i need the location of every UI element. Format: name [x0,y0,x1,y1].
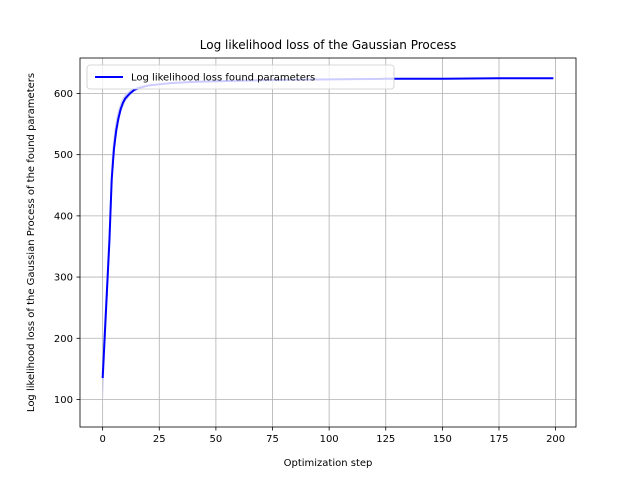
x-axis-label: Optimization step [284,458,373,469]
x-tick-label: 200 [546,434,565,445]
chart-title: Log likelihood loss of the Gaussian Proc… [200,38,456,52]
x-tick-label: 50 [210,434,223,445]
x-tick-label: 150 [433,434,452,445]
ticks: 0 25 50 75 100 125 150 175 200 100 200 300 400 500 600 [54,89,565,445]
y-axis-label: Log likelihood loss of the Gaussian Proc… [26,73,37,412]
y-tick-label: 100 [54,395,73,406]
legend-box [86,64,395,90]
y-tick-label: 400 [54,211,73,222]
y-tick-label: 500 [54,150,73,161]
axes-frame [79,57,577,428]
x-tick-label: 0 [99,434,105,445]
legend-label: Log likelihood loss found parameters [131,73,315,84]
y-tick-label: 300 [54,273,73,284]
y-tick-label: 600 [54,89,73,100]
grid [80,58,576,427]
y-tick-label: 200 [54,334,73,345]
x-tick-label: 75 [266,434,279,445]
legend: Log likelihood loss found parameters [86,64,395,90]
x-tick-label: 100 [320,434,339,445]
x-tick-label: 125 [376,434,395,445]
x-tick-label: 175 [489,434,508,445]
x-tick-label: 25 [153,434,166,445]
